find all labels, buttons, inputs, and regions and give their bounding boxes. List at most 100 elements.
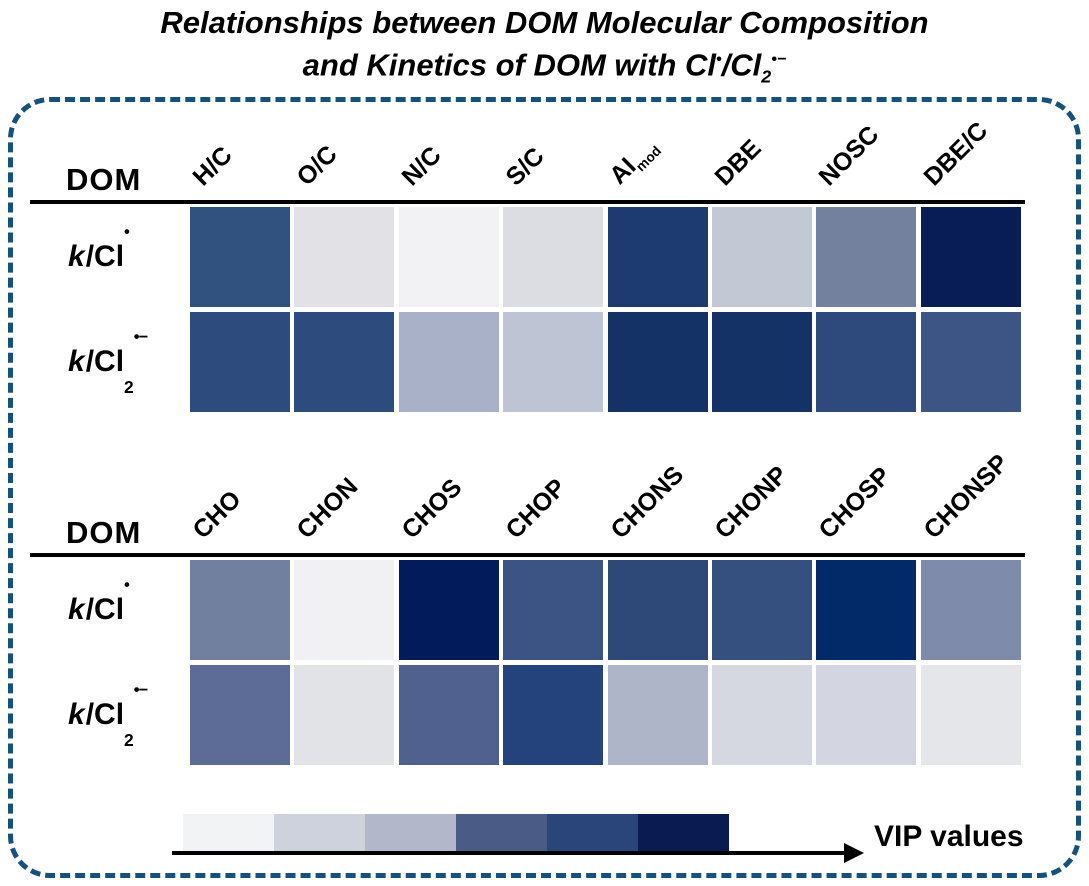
row-label-subscript: 2 bbox=[124, 377, 134, 397]
column-header-text: S/C bbox=[500, 142, 550, 192]
rate-constant-k: k bbox=[68, 593, 85, 626]
heatmap-cell bbox=[190, 312, 290, 412]
heatmap-cell bbox=[294, 312, 395, 412]
heatmap-cell bbox=[607, 560, 708, 660]
row-label-text: /Cl bbox=[85, 345, 125, 378]
column-header-text: AI bbox=[603, 152, 642, 190]
heatmap-cell bbox=[920, 560, 1021, 660]
heatmap-cell bbox=[920, 207, 1021, 307]
heatmap-cell bbox=[607, 665, 708, 765]
heatmap-cell bbox=[607, 207, 708, 307]
column-header-label: CHONSP bbox=[918, 449, 1014, 545]
column-header-label: CHOS bbox=[396, 473, 468, 545]
subscript-2: 2 bbox=[761, 66, 772, 87]
heatmap-cell bbox=[398, 207, 499, 307]
title-line-2-mid: /Cl bbox=[721, 47, 762, 83]
table-row: k/Cl 2 •− bbox=[30, 665, 1025, 765]
rate-constant-k: k bbox=[68, 240, 85, 273]
row-label-radical: • bbox=[124, 576, 130, 594]
heatmap-cell bbox=[294, 207, 395, 307]
row-label-radical: •− bbox=[133, 681, 148, 699]
heatmap-cell bbox=[607, 312, 708, 412]
column-header-text: CHONSP bbox=[918, 448, 1014, 545]
heatmap-cell bbox=[711, 560, 812, 660]
column-header-label: N/C bbox=[396, 141, 447, 192]
title-line-1: Relationships between DOM Molecular Comp… bbox=[160, 5, 929, 40]
heatmap-cells bbox=[190, 312, 1021, 412]
rate-constant-k: k bbox=[68, 698, 85, 731]
column-header-text: N/C bbox=[396, 141, 447, 192]
column-header-label: CHONS bbox=[605, 461, 689, 545]
legend-swatch bbox=[638, 814, 729, 852]
radical-anion: •− bbox=[771, 50, 787, 68]
row-label-subscript: 2 bbox=[124, 730, 134, 750]
table-row: k/Cl • bbox=[30, 207, 1025, 307]
heatmap-cell bbox=[190, 560, 290, 660]
column-header-slot: DBE bbox=[709, 134, 812, 200]
heatmap-cell bbox=[503, 312, 604, 412]
legend-label: VIP values bbox=[874, 820, 1024, 853]
column-header-slot: CHONSP bbox=[918, 449, 1021, 553]
column-header-label: S/C bbox=[501, 142, 551, 192]
legend-swatch bbox=[183, 814, 274, 852]
title-line-2: and Kinetics of DOM with Cl•/Cl2•− bbox=[0, 41, 1089, 96]
column-header-slot: CHOS bbox=[396, 473, 499, 553]
column-header-text: CHONP bbox=[709, 460, 794, 545]
column-header-label: CHOP bbox=[501, 473, 573, 545]
column-header-text: H/C bbox=[187, 141, 238, 192]
heatmap-cell bbox=[190, 207, 290, 307]
legend-swatch bbox=[456, 814, 547, 852]
legend-swatch bbox=[274, 814, 365, 852]
heatmap-cell bbox=[190, 665, 290, 765]
column-header-text: CHONS bbox=[605, 460, 689, 545]
column-header-slot: CHONS bbox=[605, 461, 708, 553]
column-header-slot: AImod bbox=[604, 143, 708, 200]
column-header-label: CHON bbox=[292, 472, 365, 545]
heatmap-cell bbox=[816, 207, 917, 307]
row-label: k/Cl 2 •− bbox=[30, 312, 190, 412]
heatmap-cell bbox=[503, 665, 604, 765]
column-header-slot: DBE/C bbox=[918, 116, 1021, 200]
legend-swatch bbox=[547, 814, 638, 852]
column-header-label: NOSC bbox=[814, 120, 886, 192]
row-label: k/Cl • bbox=[30, 560, 190, 660]
row-label: k/Cl 2 •− bbox=[30, 665, 190, 765]
column-header-label: CHONP bbox=[709, 461, 793, 545]
column-header-text: CHOS bbox=[396, 473, 468, 545]
column-header-text: CHO bbox=[187, 485, 247, 545]
radical-dot: • bbox=[716, 50, 722, 68]
heatmap-cell bbox=[503, 207, 604, 307]
heatmap-cell bbox=[294, 665, 395, 765]
heatmap-cell bbox=[398, 312, 499, 412]
column-header-slot: N/C bbox=[396, 141, 499, 200]
legend-arrow-line bbox=[172, 851, 846, 855]
column-header-slot: CHONP bbox=[709, 461, 812, 553]
heatmap-cell bbox=[711, 665, 812, 765]
column-header-label: CHOSP bbox=[814, 462, 897, 545]
column-header-text: O/C bbox=[291, 140, 344, 192]
column-header-text: CHON bbox=[291, 472, 364, 545]
heatmap-cell bbox=[816, 665, 917, 765]
legend-arrow-head-icon bbox=[844, 843, 864, 863]
column-header-slot: CHOSP bbox=[814, 462, 916, 553]
heatmap-cell bbox=[816, 560, 917, 660]
column-header-label: H/C bbox=[187, 141, 238, 192]
column-header-slot: NOSC bbox=[814, 120, 916, 200]
heatmap-cell bbox=[711, 312, 812, 412]
heatmap-molecular-descriptors: DOM H/C O/C N/C S/C AImod DBE NOSC DBE/C k/Cl • k/C… bbox=[30, 105, 1025, 412]
header-divider-line bbox=[30, 200, 1025, 204]
heatmap-cell bbox=[920, 665, 1021, 765]
column-header-slot: CHOP bbox=[501, 473, 603, 553]
row-label: k/Cl • bbox=[30, 207, 190, 307]
row-label-radical: • bbox=[124, 223, 130, 241]
column-header-text: NOSC bbox=[813, 120, 885, 192]
column-header-label: O/C bbox=[292, 140, 344, 192]
column-header-slot: S/C bbox=[501, 142, 603, 200]
table-row: k/Cl • bbox=[30, 560, 1025, 660]
row-label-radical: •− bbox=[133, 328, 148, 346]
legend-swatch bbox=[365, 814, 456, 852]
column-header-text: DBE bbox=[709, 134, 767, 192]
title-line-2-text: and Kinetics of DOM with Cl bbox=[302, 47, 716, 83]
table-header-row: DOM H/C O/C N/C S/C AImod DBE NOSC DBE/C bbox=[30, 105, 1025, 200]
